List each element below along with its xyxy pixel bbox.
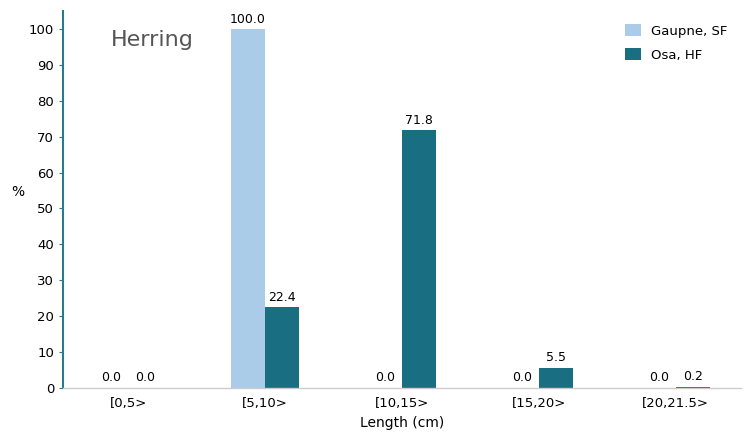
Bar [402,130,436,388]
Text: 0.0: 0.0 [512,371,532,384]
Text: 0.0: 0.0 [101,371,121,384]
Legend: Gaupne, SF, Osa, HF: Gaupne, SF, Osa, HF [618,18,734,68]
Bar [265,307,299,388]
Bar [539,368,573,388]
Text: 0.0: 0.0 [135,371,155,384]
Text: 5.5: 5.5 [546,351,566,364]
Text: 0.0: 0.0 [374,371,395,384]
Text: 71.8: 71.8 [405,114,433,127]
Bar [676,387,710,388]
Text: 0.0: 0.0 [649,371,669,384]
Text: 22.4: 22.4 [268,291,296,304]
Text: 0.2: 0.2 [683,370,703,383]
Text: 100.0: 100.0 [230,12,266,26]
Y-axis label: %: % [11,185,24,199]
Text: Herring: Herring [111,30,193,50]
X-axis label: Length (cm): Length (cm) [360,416,444,430]
Bar [231,29,265,388]
